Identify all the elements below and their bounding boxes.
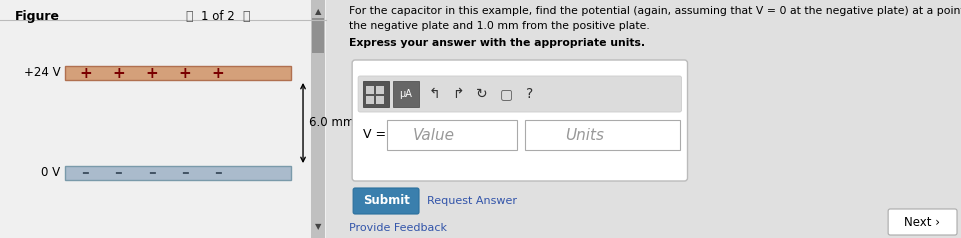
Text: μA: μA bbox=[400, 89, 412, 99]
Text: Figure: Figure bbox=[15, 10, 60, 23]
Text: ↻: ↻ bbox=[476, 87, 487, 101]
Text: +: + bbox=[112, 65, 125, 80]
Text: –: – bbox=[148, 165, 156, 180]
Text: Request Answer: Request Answer bbox=[427, 196, 517, 206]
Bar bbox=[65, 66, 291, 80]
Text: –: – bbox=[181, 165, 188, 180]
Bar bbox=[376, 86, 384, 94]
Bar bbox=[376, 96, 384, 104]
FancyBboxPatch shape bbox=[393, 81, 419, 107]
Text: 〈: 〈 bbox=[185, 10, 193, 23]
Text: 0 V: 0 V bbox=[41, 167, 61, 179]
Text: ↱: ↱ bbox=[452, 87, 464, 101]
Text: ▢: ▢ bbox=[500, 87, 512, 101]
Text: ?: ? bbox=[527, 87, 533, 101]
Bar bbox=[65, 166, 291, 180]
Text: +: + bbox=[79, 65, 91, 80]
Bar bbox=[312, 18, 324, 53]
FancyBboxPatch shape bbox=[353, 188, 419, 214]
Text: –: – bbox=[214, 165, 222, 180]
Text: +24 V: +24 V bbox=[24, 66, 61, 79]
Text: ▲: ▲ bbox=[315, 7, 321, 16]
Text: +: + bbox=[211, 65, 224, 80]
Bar bbox=[525, 120, 679, 150]
Bar bbox=[387, 120, 517, 150]
FancyBboxPatch shape bbox=[888, 209, 957, 235]
Text: ▼: ▼ bbox=[315, 222, 321, 231]
Text: +: + bbox=[178, 65, 191, 80]
Text: +: + bbox=[145, 65, 158, 80]
Text: V =: V = bbox=[363, 129, 386, 142]
Bar bbox=[366, 86, 374, 94]
Text: Express your answer with the appropriate units.: Express your answer with the appropriate… bbox=[349, 38, 645, 48]
Text: 6.0 mm: 6.0 mm bbox=[309, 116, 355, 129]
Text: Value: Value bbox=[413, 128, 455, 143]
Text: Next ›: Next › bbox=[904, 215, 940, 228]
Bar bbox=[311, 0, 325, 238]
FancyBboxPatch shape bbox=[352, 60, 687, 181]
Bar bbox=[366, 96, 374, 104]
Text: ↰: ↰ bbox=[429, 87, 440, 101]
Text: –: – bbox=[114, 165, 122, 180]
Text: Provide Feedback: Provide Feedback bbox=[349, 223, 447, 233]
Text: Units: Units bbox=[565, 128, 604, 143]
Text: For the capacitor in this example, find the potential (again, assuming that V = : For the capacitor in this example, find … bbox=[349, 6, 961, 16]
Text: Submit: Submit bbox=[362, 194, 409, 208]
FancyBboxPatch shape bbox=[358, 76, 681, 112]
Text: –: – bbox=[82, 165, 89, 180]
Text: the negative plate and 1.0 mm from the positive plate.: the negative plate and 1.0 mm from the p… bbox=[349, 21, 650, 31]
Text: 1 of 2: 1 of 2 bbox=[201, 10, 234, 23]
FancyBboxPatch shape bbox=[363, 81, 389, 107]
Text: 〉: 〉 bbox=[243, 10, 250, 23]
